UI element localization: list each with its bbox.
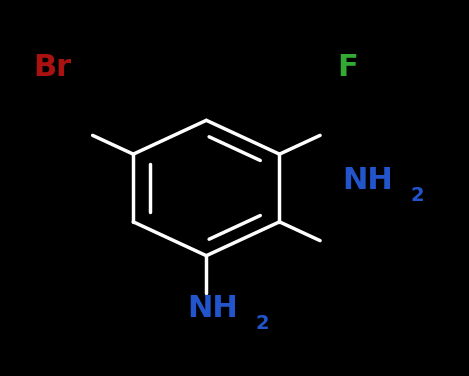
Text: 2: 2 <box>410 186 424 205</box>
Text: F: F <box>338 53 358 82</box>
Text: NH: NH <box>188 294 238 323</box>
Text: NH: NH <box>342 166 393 195</box>
Text: 2: 2 <box>256 314 269 333</box>
Text: Br: Br <box>33 53 71 82</box>
